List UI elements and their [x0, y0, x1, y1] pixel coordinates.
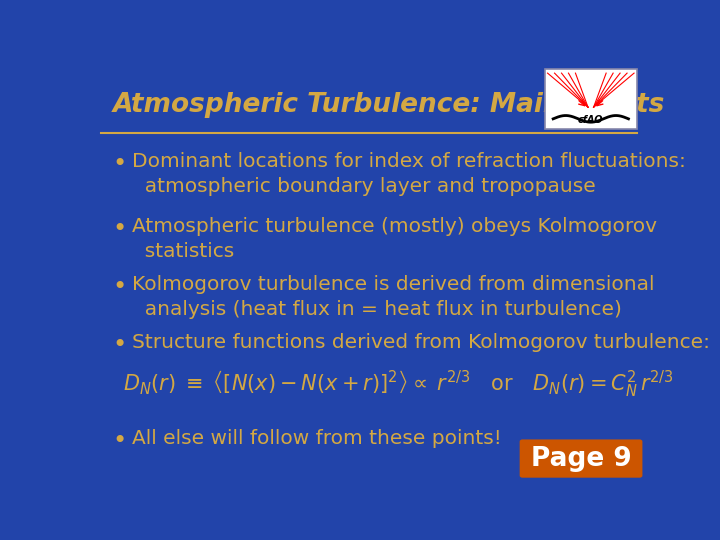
Text: Structure functions derived from Kolmogorov turbulence:: Structure functions derived from Kolmogo… — [132, 333, 710, 352]
Text: Dominant locations for index of refraction fluctuations:
  atmospheric boundary : Dominant locations for index of refracti… — [132, 152, 685, 196]
Text: Atmospheric Turbulence: Main Points: Atmospheric Turbulence: Main Points — [112, 92, 665, 118]
Text: Page 9: Page 9 — [531, 446, 631, 471]
FancyBboxPatch shape — [545, 69, 637, 129]
Text: •: • — [112, 333, 127, 357]
Text: •: • — [112, 275, 127, 299]
Text: •: • — [112, 217, 127, 240]
Text: •: • — [112, 429, 127, 453]
Text: cfAO: cfAO — [578, 115, 603, 125]
Text: All else will follow from these points!: All else will follow from these points! — [132, 429, 502, 448]
Text: Atmospheric turbulence (mostly) obeys Kolmogorov
  statistics: Atmospheric turbulence (mostly) obeys Ko… — [132, 217, 657, 261]
Text: $D_N(r)\;\equiv\;\left\langle\left[N(x)-N(x+r)\right]^2\right\rangle \propto\; r: $D_N(r)\;\equiv\;\left\langle\left[N(x)-… — [124, 368, 675, 399]
Text: •: • — [112, 152, 127, 176]
Text: Kolmogorov turbulence is derived from dimensional
  analysis (heat flux in = hea: Kolmogorov turbulence is derived from di… — [132, 275, 654, 319]
FancyBboxPatch shape — [520, 440, 642, 478]
